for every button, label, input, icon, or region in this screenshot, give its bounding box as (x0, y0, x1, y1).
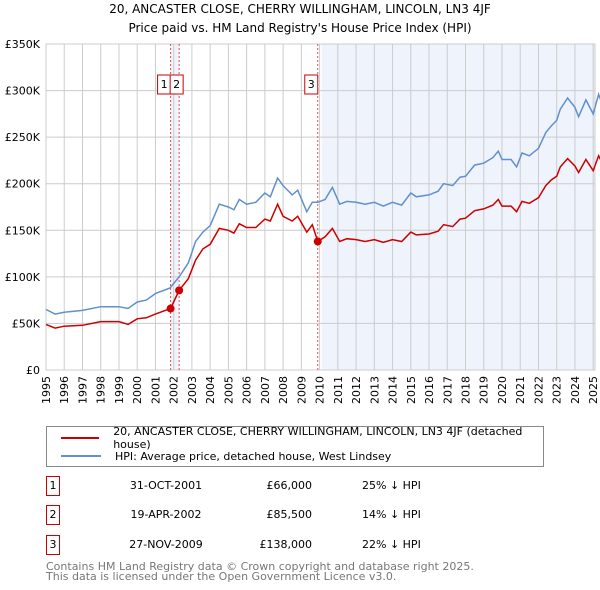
table-row: 3 27-NOV-2009 £138,000 22% ↓ HPI (46, 535, 446, 555)
x-tick-label: 2025 (587, 376, 600, 404)
x-tick-label: 2010 (314, 376, 327, 404)
sale-label-text: 3 (308, 78, 315, 91)
x-tick-label: 2001 (149, 376, 162, 404)
shaded-region (321, 44, 595, 370)
x-tick-label: 2011 (332, 376, 345, 404)
y-tick-label: £150K (5, 224, 41, 237)
sale-label-text: 1 (161, 78, 168, 91)
x-tick-label: 1997 (76, 376, 89, 404)
x-tick-label: 2019 (478, 376, 491, 404)
sale-price: £85,500 (266, 508, 313, 521)
legend-item-hpi: HPI: Average price, detached house, West… (61, 447, 391, 465)
sale-price: £66,000 (266, 479, 313, 492)
sale-label-3: 3 (304, 74, 319, 95)
x-tick-label: 2015 (405, 376, 418, 404)
x-tick-label: 2013 (368, 376, 381, 404)
footer-copyright: Contains HM Land Registry data © Crown c… (46, 560, 474, 573)
x-tick-label: 2016 (423, 376, 436, 404)
sale-date: 31-OCT-2001 (129, 479, 203, 492)
sale-marker-badge: 3 (46, 535, 60, 555)
x-tick-label: 2024 (569, 376, 582, 404)
sale-marker-badge: 1 (46, 476, 60, 496)
sale-point (313, 237, 322, 246)
x-tick-label: 2004 (204, 376, 217, 404)
legend-label: 20, ANCASTER CLOSE, CHERRY WILLINGHAM, L… (113, 425, 523, 451)
series-line-property (45, 153, 600, 329)
y-tick-label: £250K (5, 131, 41, 144)
x-tick-label: 2017 (441, 376, 454, 404)
x-tick-label: 2005 (222, 376, 235, 404)
sale-label-2: 2 (169, 74, 184, 95)
x-tick-label: 2018 (460, 376, 473, 404)
sale-label-1: 1 (157, 74, 172, 95)
x-tick-label: 2022 (532, 376, 545, 404)
y-tick-label: £100K (5, 271, 41, 284)
hpi-diff: 22% ↓ HPI (362, 538, 421, 551)
y-tick-label: £50K (12, 317, 41, 330)
legend-line-red (61, 437, 100, 439)
legend-line-blue (61, 455, 101, 457)
x-tick-label: 2002 (168, 376, 181, 404)
x-tick-label: 2003 (186, 376, 199, 404)
x-tick-label: 2008 (277, 376, 290, 404)
shaded-region (170, 44, 180, 370)
series-line-hpi (45, 91, 600, 315)
footer-licence: This data is licensed under the Open Gov… (46, 570, 397, 583)
x-tick-label: 2006 (241, 376, 254, 404)
x-tick-label: 2021 (514, 376, 527, 404)
sale-label-box (169, 74, 184, 95)
plot-frame (45, 43, 596, 371)
x-tick-label: 2023 (551, 376, 564, 404)
sale-label-text: 2 (173, 78, 180, 91)
x-tick-label: 2020 (496, 376, 509, 404)
x-tick-label: 1996 (58, 376, 71, 404)
price-chart: £0 £50K £100K £150K £200K £250K £300K £350K 1995… (5, 38, 600, 404)
hpi-diff: 25% ↓ HPI (362, 479, 421, 492)
x-tick-label: 2014 (387, 376, 400, 404)
x-tick-label: 2007 (259, 376, 272, 404)
x-tick-label: 1998 (95, 376, 108, 404)
x-tick-label: 1995 (40, 376, 53, 404)
table-row: 2 19-APR-2002 £85,500 14% ↓ HPI (46, 505, 446, 525)
legend: 20, ANCASTER CLOSE, CHERRY WILLINGHAM, L… (46, 425, 544, 467)
x-tick-label: 1999 (113, 376, 126, 404)
chart-title: 20, ANCASTER CLOSE, CHERRY WILLINGHAM, L… (109, 2, 491, 16)
legend-label: HPI: Average price, detached house, West… (115, 449, 392, 463)
y-tick-label: £0 (26, 364, 40, 377)
x-tick-label: 2009 (295, 376, 308, 404)
y-tick-label: £300K (5, 85, 41, 98)
sale-point (166, 304, 175, 313)
sale-price: £138,000 (259, 538, 313, 551)
sale-point (175, 286, 184, 295)
y-tick-label: £350K (5, 38, 41, 51)
x-tick-label: 2012 (350, 376, 363, 404)
table-row: 1 31-OCT-2001 £66,000 25% ↓ HPI (46, 476, 446, 496)
sale-label-box (304, 74, 319, 95)
sale-date: 19-APR-2002 (130, 508, 202, 521)
sale-marker-badge: 2 (46, 505, 60, 525)
hpi-diff: 14% ↓ HPI (362, 508, 421, 521)
sale-date: 27-NOV-2009 (129, 538, 203, 551)
x-tick-label: 2000 (131, 376, 144, 404)
chart-subtitle: Price paid vs. HM Land Registry's House … (128, 21, 472, 35)
y-tick-label: £200K (5, 178, 41, 191)
legend-item-property: 20, ANCASTER CLOSE, CHERRY WILLINGHAM, L… (61, 425, 543, 451)
